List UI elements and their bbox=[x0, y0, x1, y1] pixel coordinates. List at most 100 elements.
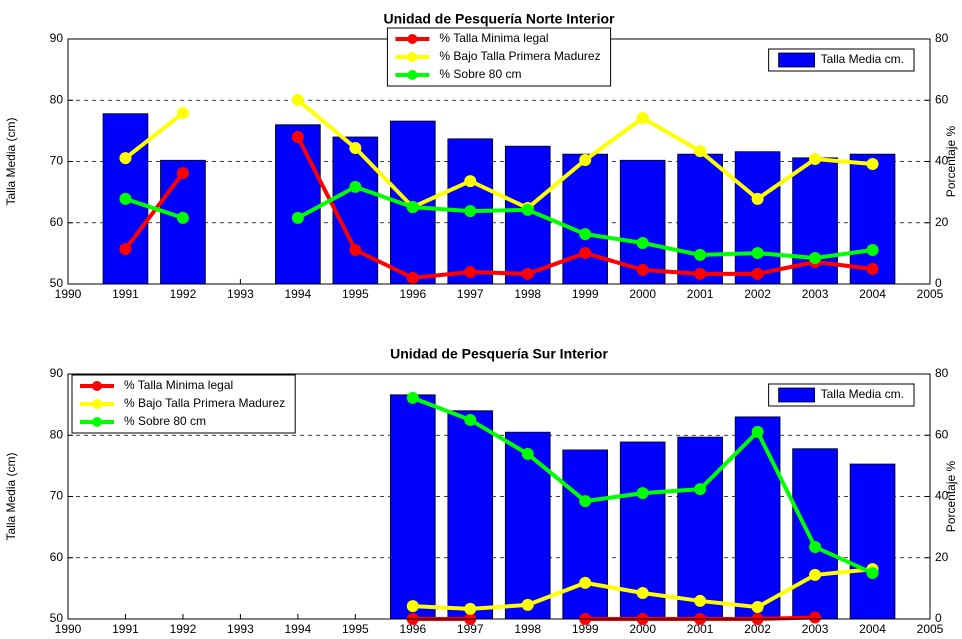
marker bbox=[579, 228, 592, 241]
y-tick-label: 50 bbox=[50, 276, 64, 290]
marker bbox=[291, 211, 304, 224]
y-tick-label: 80 bbox=[50, 92, 64, 106]
legend-label: Talla Media cm. bbox=[821, 52, 904, 66]
marker bbox=[406, 271, 419, 284]
marker bbox=[119, 152, 132, 165]
x-tick-label: 1997 bbox=[457, 287, 484, 301]
marker bbox=[751, 247, 764, 260]
marker bbox=[694, 145, 707, 158]
x-tick-label: 2000 bbox=[629, 622, 656, 636]
marker bbox=[751, 267, 764, 280]
x-tick-label: 1996 bbox=[399, 287, 426, 301]
bar bbox=[102, 113, 149, 285]
x-tick-label: 2004 bbox=[859, 287, 886, 301]
bar bbox=[677, 153, 723, 285]
marker bbox=[521, 598, 534, 611]
x-tick-label: 2003 bbox=[802, 622, 829, 636]
x-tick-label: 1999 bbox=[572, 622, 599, 636]
x-tick-label: 1993 bbox=[227, 622, 254, 636]
chart-title: Unidad de Pesquería Norte Interior bbox=[383, 11, 615, 27]
marker bbox=[636, 112, 649, 125]
legend-label: % Bajo Talla Primera Madurez bbox=[439, 49, 600, 63]
x-tick-label: 1990 bbox=[55, 622, 82, 636]
bar bbox=[734, 151, 781, 285]
marker bbox=[521, 203, 534, 216]
bar bbox=[562, 449, 609, 620]
marker bbox=[809, 251, 822, 264]
bar bbox=[562, 153, 609, 285]
y-axis-label: Talla Media (cm) bbox=[4, 452, 18, 540]
marker bbox=[809, 611, 822, 624]
marker bbox=[694, 483, 707, 496]
x-tick-label: 1990 bbox=[55, 287, 82, 301]
x-tick-label: 2003 bbox=[802, 287, 829, 301]
chart-title: Unidad de Pesquería Sur Interior bbox=[390, 346, 608, 362]
marker bbox=[406, 201, 419, 214]
y-tick-label: 70 bbox=[50, 489, 64, 503]
marker bbox=[751, 601, 764, 614]
marker bbox=[866, 244, 879, 257]
marker bbox=[464, 266, 477, 279]
legend: Talla Media cm. bbox=[768, 383, 915, 407]
y-tick-label: 70 bbox=[50, 154, 64, 168]
marker bbox=[176, 107, 189, 120]
legend-label: % Bajo Talla Primera Madurez bbox=[124, 396, 285, 410]
bar bbox=[160, 159, 206, 285]
marker bbox=[521, 267, 534, 280]
y-tick-label: 90 bbox=[50, 31, 64, 45]
y2-tick-label: 40 bbox=[935, 489, 949, 503]
x-tick-label: 1992 bbox=[170, 622, 197, 636]
x-tick-label: 2001 bbox=[687, 622, 714, 636]
y2-tick-label: 60 bbox=[935, 92, 949, 106]
marker bbox=[751, 425, 764, 438]
legend-marker bbox=[92, 381, 102, 391]
y-tick-label: 80 bbox=[50, 427, 64, 441]
marker bbox=[464, 413, 477, 426]
y-axis-label: Talla Media (cm) bbox=[4, 117, 18, 205]
x-tick-label: 1998 bbox=[514, 622, 541, 636]
y-tick-label: 60 bbox=[50, 550, 64, 564]
marker bbox=[636, 586, 649, 599]
marker bbox=[809, 568, 822, 581]
x-tick-label: 1999 bbox=[572, 287, 599, 301]
legend-swatch bbox=[778, 387, 816, 403]
legend: Talla Media cm. bbox=[768, 48, 915, 72]
marker bbox=[636, 263, 649, 276]
x-tick-label: 2004 bbox=[859, 622, 886, 636]
legend-label: % Sobre 80 cm bbox=[439, 67, 521, 81]
marker bbox=[866, 262, 879, 275]
bar bbox=[447, 410, 494, 620]
bar bbox=[734, 416, 781, 620]
marker bbox=[866, 567, 879, 580]
marker bbox=[694, 267, 707, 280]
x-tick-label: 1994 bbox=[285, 622, 312, 636]
y2-tick-label: 0 bbox=[935, 611, 942, 625]
legend-label: Talla Media cm. bbox=[821, 387, 904, 401]
y2-axis-label: Porcentaje % bbox=[944, 125, 958, 197]
marker bbox=[636, 236, 649, 249]
legend-label: % Talla Minima legal bbox=[124, 378, 233, 392]
marker bbox=[579, 576, 592, 589]
bar bbox=[389, 394, 436, 620]
marker bbox=[464, 602, 477, 615]
legend-label: % Sobre 80 cm bbox=[124, 414, 206, 428]
y2-tick-label: 20 bbox=[935, 215, 949, 229]
x-tick-label: 2005 bbox=[917, 622, 944, 636]
y2-axis-label: Porcentaje % bbox=[944, 460, 958, 532]
marker bbox=[579, 247, 592, 260]
legend: % Talla Minima legal % Bajo Talla Primera… bbox=[71, 374, 296, 434]
y-tick-label: 60 bbox=[50, 215, 64, 229]
x-tick-label: 2002 bbox=[744, 622, 771, 636]
marker bbox=[291, 93, 304, 106]
x-tick-label: 1995 bbox=[342, 622, 369, 636]
marker bbox=[521, 447, 534, 460]
bar bbox=[504, 431, 551, 620]
chart: Unidad de Pesquería Sur Interior 50 60 70 80… bbox=[4, 346, 958, 636]
legend-swatch bbox=[778, 52, 816, 68]
marker bbox=[636, 487, 649, 500]
x-tick-label: 2002 bbox=[744, 287, 771, 301]
legend-marker bbox=[407, 70, 418, 80]
x-tick-label: 1996 bbox=[399, 622, 426, 636]
bar bbox=[677, 436, 723, 620]
